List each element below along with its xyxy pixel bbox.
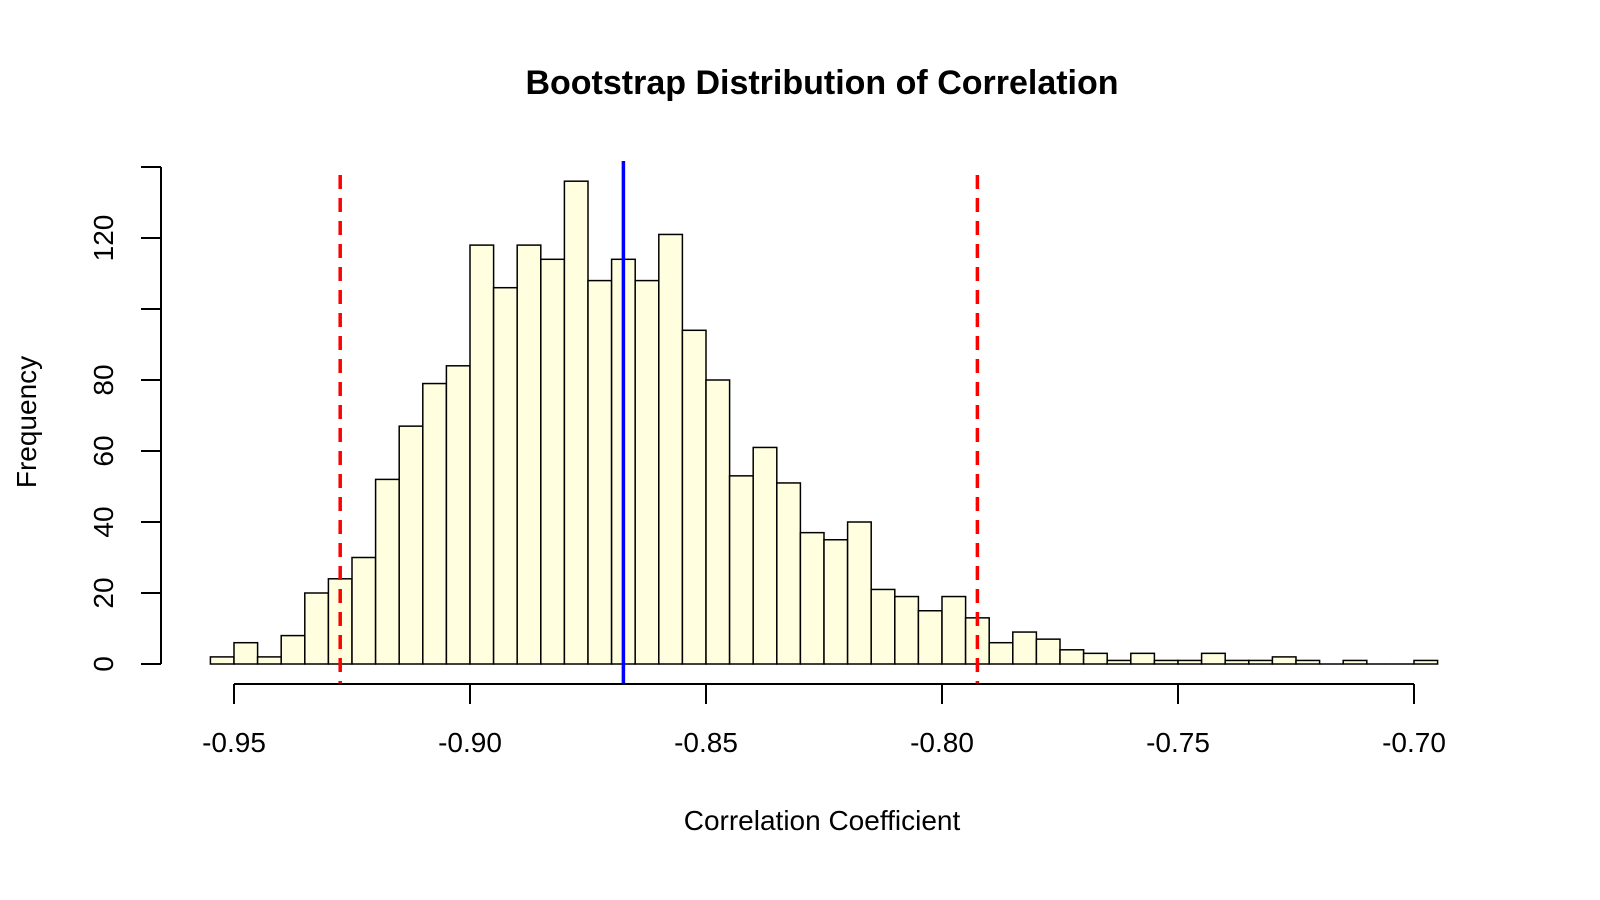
y-tick-label: 120 xyxy=(88,215,119,262)
y-tick-label: 40 xyxy=(88,506,119,537)
x-axis: -0.95 -0.90 -0.85 -0.80 -0.75 -0.70 xyxy=(202,683,1446,758)
histogram-bar xyxy=(1012,631,1038,665)
histogram-bar xyxy=(256,656,282,665)
histogram-bar xyxy=(823,539,849,665)
histogram-bar xyxy=(563,180,589,665)
histogram-bar xyxy=(752,446,778,665)
histogram-bar xyxy=(398,425,424,665)
histogram-bar xyxy=(1200,652,1226,665)
x-tick-label: -0.85 xyxy=(674,727,738,758)
histogram-bar xyxy=(280,634,306,665)
bars-group xyxy=(209,180,1439,665)
histogram-bar xyxy=(422,382,448,665)
histogram-bar xyxy=(540,258,566,665)
histogram-bar xyxy=(1248,659,1274,665)
histogram-bar xyxy=(1342,659,1368,665)
histogram-bar xyxy=(941,595,967,665)
histogram-bar xyxy=(870,588,896,665)
histogram-bar xyxy=(374,478,400,665)
histogram-bar xyxy=(799,531,825,665)
histogram-bar xyxy=(516,244,542,665)
histogram-bar xyxy=(1130,652,1156,665)
histogram-bar xyxy=(209,656,235,665)
histogram-bar xyxy=(351,556,377,665)
y-tick-label: 60 xyxy=(88,435,119,466)
histogram-bar xyxy=(658,233,684,665)
x-tick-label: -0.90 xyxy=(438,727,502,758)
histogram-bar xyxy=(587,279,613,665)
histogram-bar xyxy=(469,244,495,665)
x-tick-label: -0.80 xyxy=(910,727,974,758)
x-axis-label: Correlation Coefficient xyxy=(684,805,961,836)
y-tick-label: 20 xyxy=(88,577,119,608)
histogram-bar xyxy=(1059,649,1085,665)
histogram-bar xyxy=(1177,659,1203,665)
histogram-bar xyxy=(634,279,660,665)
histogram-bar xyxy=(445,365,471,665)
histogram-bar xyxy=(988,641,1014,665)
histogram-bar xyxy=(1271,656,1297,665)
x-tick-label: -0.70 xyxy=(1382,727,1446,758)
x-tick-label: -0.75 xyxy=(1146,727,1210,758)
histogram-bar xyxy=(728,475,754,665)
histogram-bar xyxy=(1082,652,1108,665)
y-tick-label: 0 xyxy=(88,656,119,672)
histogram-bar xyxy=(917,610,943,665)
histogram-bar xyxy=(233,641,259,665)
y-tick-label: 80 xyxy=(88,364,119,395)
histogram-bar xyxy=(1295,659,1321,665)
histogram-bar xyxy=(1153,659,1179,665)
histogram-bar xyxy=(1106,659,1132,665)
y-axis-label: Frequency xyxy=(11,356,42,488)
histogram-bar xyxy=(846,521,872,665)
histogram-bar xyxy=(705,379,731,665)
histogram-bar xyxy=(1413,659,1439,665)
histogram-bar xyxy=(304,592,330,665)
histogram-bar xyxy=(492,286,518,665)
histogram-bar xyxy=(681,329,707,665)
y-axis: 0 20 40 60 80 120 xyxy=(88,166,162,672)
x-tick-label: -0.95 xyxy=(202,727,266,758)
histogram-bar xyxy=(894,595,920,665)
histogram-bar xyxy=(776,482,802,665)
reference-lines-group xyxy=(338,161,980,684)
histogram-bar xyxy=(1224,659,1250,665)
histogram-bar xyxy=(1035,638,1061,665)
chart-title: Bootstrap Distribution of Correlation xyxy=(525,64,1118,102)
